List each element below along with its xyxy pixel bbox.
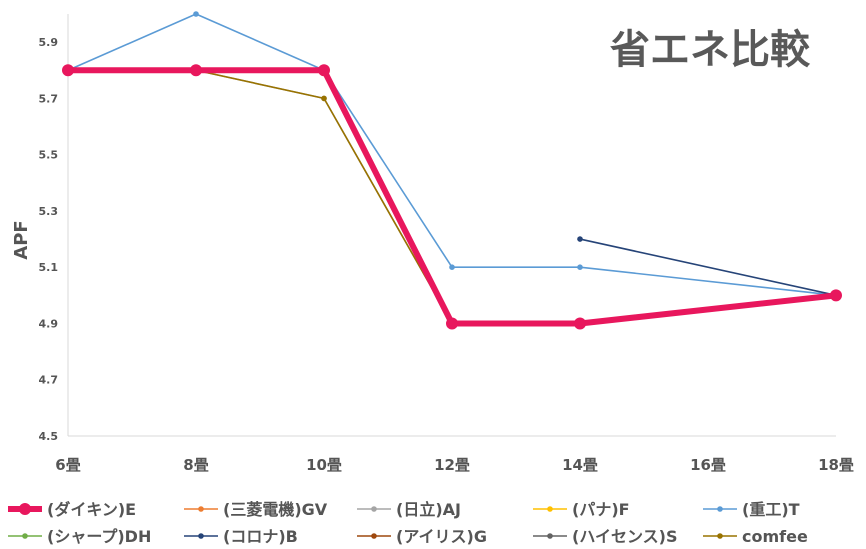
data-point: [446, 317, 458, 330]
data-point: [577, 236, 583, 242]
legend-item: (シャープ)DH: [8, 527, 151, 546]
series-lines: [62, 11, 842, 330]
data-point: [193, 11, 199, 17]
series-9: [65, 67, 839, 327]
y-tick-label: 4.7: [39, 374, 59, 387]
legend-label: (ハイセンス)S: [572, 527, 678, 546]
legend-swatch-marker: [198, 506, 204, 512]
legend-label: (パナ)F: [572, 500, 630, 519]
y-tick-label: 5.7: [39, 92, 59, 105]
data-point: [577, 264, 583, 271]
legend-item: (三菱電機)GV: [184, 500, 328, 519]
legend-swatch-marker: [22, 533, 28, 539]
legend-item: (パナ)F: [533, 500, 630, 519]
legend-swatch-marker: [717, 533, 723, 539]
legend-label: (ダイキン)E: [47, 500, 136, 519]
y-tick-label: 5.3: [39, 205, 59, 218]
y-tick-label: 5.5: [39, 149, 59, 162]
x-tick-label: 8畳: [183, 456, 208, 474]
legend-label: (重工)T: [742, 500, 800, 519]
legend-swatch-marker: [547, 506, 553, 512]
series-8: [65, 67, 839, 327]
legend-label: (コロナ)B: [223, 527, 298, 546]
series-3: [65, 67, 839, 327]
x-tick-label: 18畳: [818, 456, 854, 474]
legend-item: comfee: [703, 527, 808, 546]
x-tick-label: 14畳: [562, 456, 598, 474]
legend-label: (日立)AJ: [396, 500, 461, 519]
legend-item: (ハイセンス)S: [533, 527, 678, 546]
legend-swatch-marker: [371, 506, 377, 512]
legend-swatch-marker: [717, 506, 723, 512]
series-0: [62, 64, 842, 330]
legend: (ダイキン)E (三菱電機)GV (日立)AJ (パナ)F (重工)T (シャープ)DH (…: [8, 500, 808, 546]
series-line: [68, 69, 837, 325]
chart-title: 省エネ比較: [610, 27, 811, 73]
data-point: [318, 64, 330, 77]
series-line: [68, 67, 837, 327]
data-point: [449, 264, 455, 271]
series-line: [68, 69, 837, 325]
y-tick-label: 5.1: [39, 261, 59, 274]
y-axis-label: APF: [11, 220, 32, 259]
series-5: [65, 67, 839, 327]
data-point: [62, 64, 74, 77]
legend-item: (ダイキン)E: [8, 500, 136, 519]
series-line: [579, 238, 837, 297]
legend-item: (コロナ)B: [184, 527, 298, 546]
x-tick-label: 12畳: [434, 456, 470, 474]
y-tick-label: 4.9: [39, 317, 59, 330]
x-tick-labels: 6畳 8畳 10畳 12畳 14畳 16畳 18畳: [55, 456, 854, 474]
series-2: [65, 67, 839, 327]
data-point: [190, 64, 202, 77]
data-point: [830, 289, 842, 302]
series-line: [68, 69, 837, 325]
y-tick-labels: 4.5 4.7 4.9 5.1 5.3 5.5 5.7 5.9: [39, 36, 59, 443]
legend-swatch-marker: [19, 503, 31, 515]
series-7: [65, 67, 839, 327]
legend-item: (日立)AJ: [357, 500, 461, 519]
series-line: [68, 69, 837, 325]
legend-swatch-marker: [547, 533, 553, 539]
x-tick-label: 10畳: [306, 456, 342, 474]
legend-swatch-marker: [198, 533, 204, 539]
legend-label: comfee: [742, 527, 808, 546]
x-tick-label: 16畳: [690, 456, 726, 474]
legend-label: (アイリス)G: [396, 527, 487, 546]
data-point: [574, 317, 586, 330]
legend-label: (三菱電機)GV: [223, 500, 328, 519]
series-line: [68, 69, 837, 325]
series-line: [67, 13, 837, 297]
legend-label: (シャープ)DH: [47, 527, 151, 546]
x-tick-label: 6畳: [55, 456, 80, 474]
legend-item: (アイリス)G: [357, 527, 487, 546]
series-1: [65, 67, 839, 327]
legend-item: (重工)T: [703, 500, 800, 519]
axes: [67, 14, 836, 437]
legend-swatch-marker: [371, 533, 377, 539]
y-tick-label: 4.5: [39, 430, 59, 443]
series-line: [68, 69, 837, 325]
series-line: [68, 69, 837, 325]
series-6: [577, 236, 839, 299]
data-point: [321, 95, 327, 102]
y-tick-label: 5.9: [39, 36, 59, 49]
